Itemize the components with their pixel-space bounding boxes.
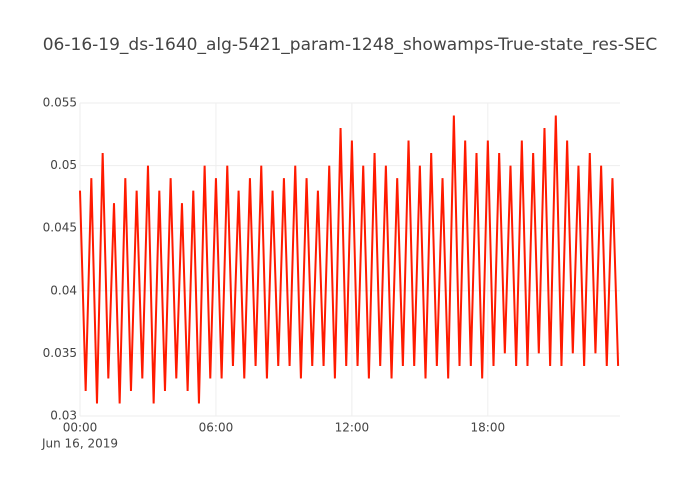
y-tick-label: 0.045 xyxy=(43,221,77,235)
y-tick-label: 0.055 xyxy=(43,96,77,110)
x-tick-label: 00:00 xyxy=(63,421,98,435)
y-tick-label: 0.03 xyxy=(50,409,77,423)
x-tick-label: 12:00 xyxy=(335,421,370,435)
chart-title: 06-16-19_ds-1640_alg-5421_param-1248_sho… xyxy=(43,35,658,55)
y-tick-label: 0.035 xyxy=(43,346,77,360)
data-line xyxy=(79,115,620,404)
x-tick-label: 06:00 xyxy=(199,421,234,435)
x-date-label: Jun 16, 2019 xyxy=(41,437,118,451)
y-tick-label: 0.04 xyxy=(50,283,77,297)
x-tick-label: 18:00 xyxy=(471,421,506,435)
y-tick-label: 0.05 xyxy=(50,158,77,172)
